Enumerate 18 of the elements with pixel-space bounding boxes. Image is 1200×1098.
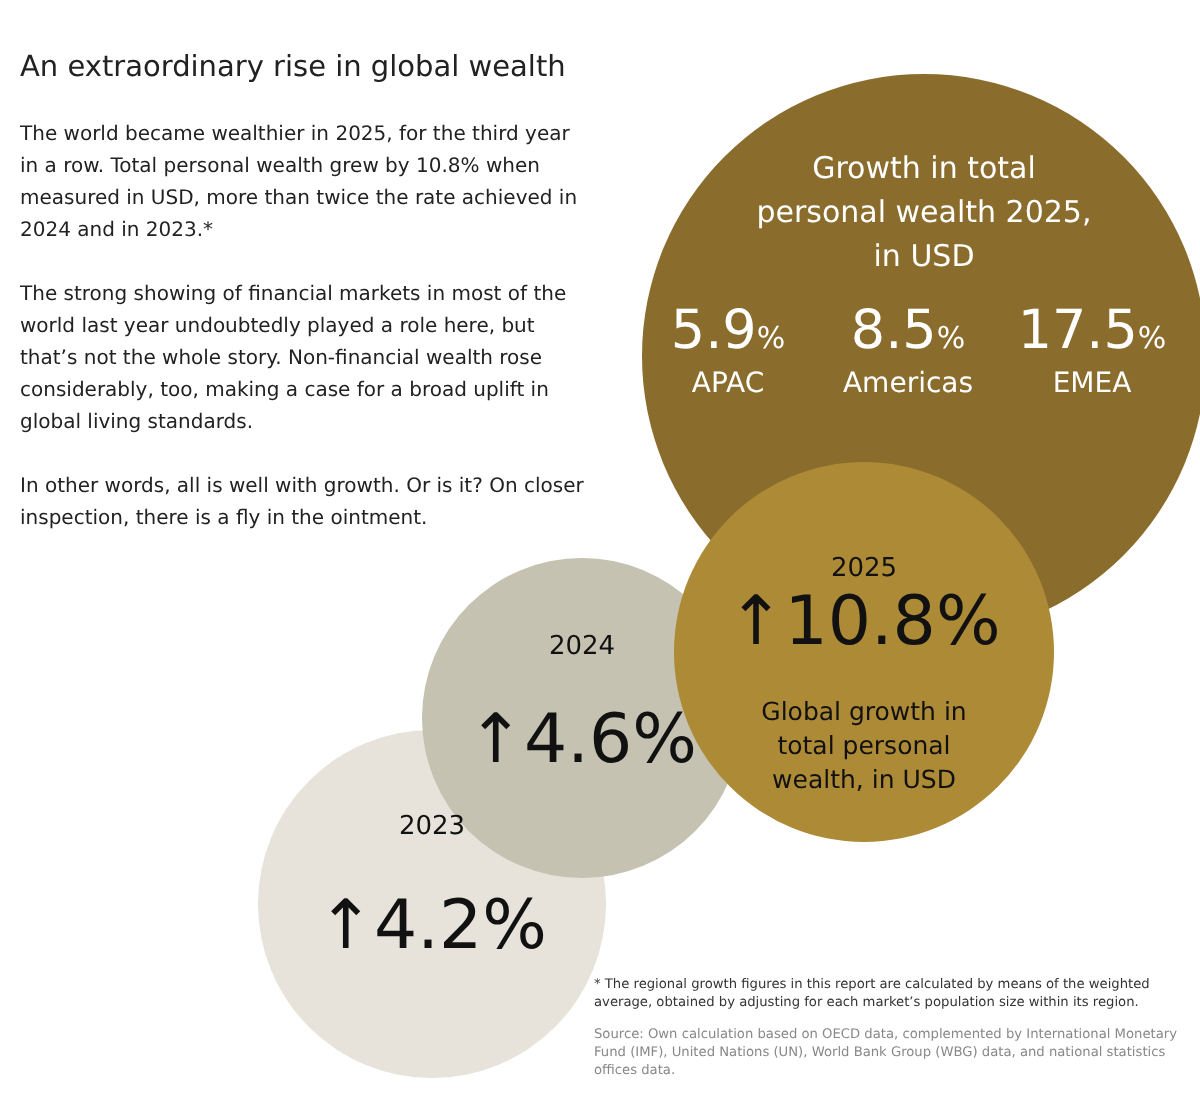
data-label: ↑4.6%	[467, 700, 697, 780]
text: The strong showing of financial markets in most of the world last year undoubtedly played a role here, but that’s not the whole story. Non-financial wealth rose considerably, too, making a case for a broad uplift in global living standards.	[20, 282, 569, 438]
text: In other words, all is well with growth. Or is it? On closer inspection, there is a fly in the ointment.	[20, 474, 584, 534]
data-label: ↑4.2%	[317, 886, 547, 966]
category-label: 2024	[548, 632, 616, 662]
category-label: EMEA	[1052, 368, 1133, 400]
text: An extraordinary rise in global wealth	[20, 52, 566, 84]
data-label: ↑10.8%	[727, 582, 1001, 662]
category-label: APAC	[691, 368, 765, 400]
data-label: 5.9%	[670, 300, 786, 362]
category-label: Americas	[842, 368, 974, 400]
text: Global growth in total personal wealth, in USD	[761, 696, 967, 794]
text: The world became wealthier in 2025, for the third year in a row. Total personal wealth grew by 10.8% when measured in USD, more than twice the rate achieved in 2024 and in 2023.*	[20, 122, 580, 246]
text: Growth in total personal wealth 2025, in USD	[756, 150, 1092, 274]
category-label: 2025	[830, 554, 898, 584]
data-label: 8.5%	[850, 300, 966, 362]
data-label: 17.5%	[1017, 300, 1167, 362]
category-label: 2023	[398, 812, 466, 843]
